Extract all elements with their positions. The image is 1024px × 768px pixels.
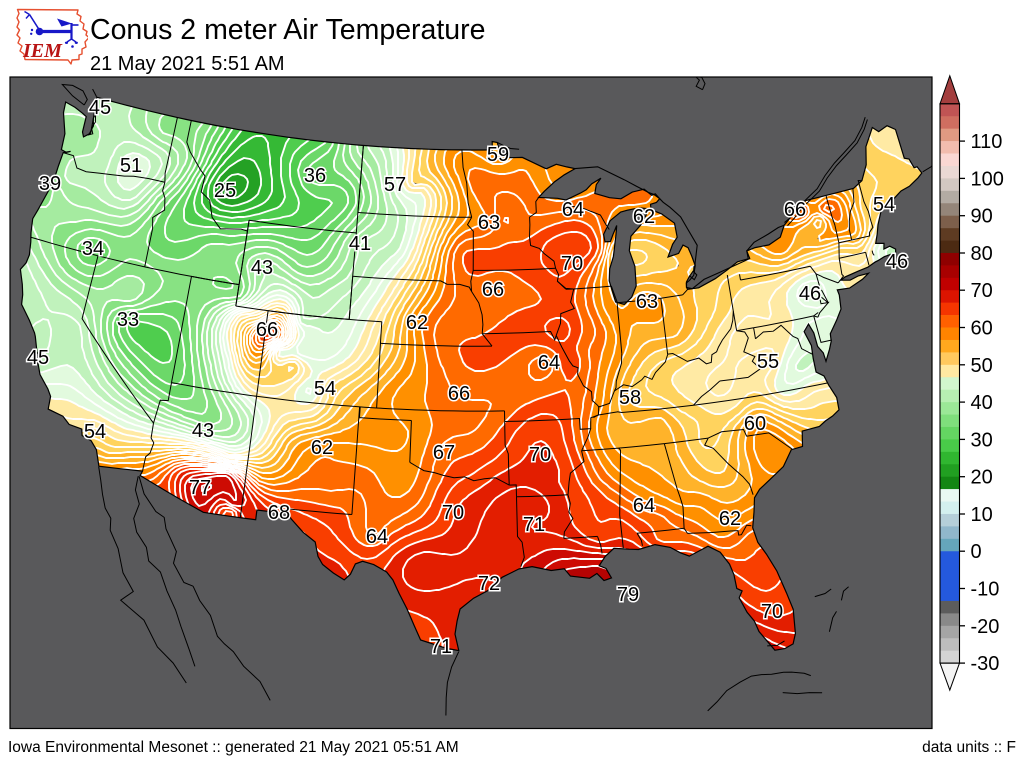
svg-text:-30: -30 [971,653,1000,675]
svg-text:55: 55 [757,351,779,373]
svg-text:41: 41 [349,233,371,255]
svg-text:79: 79 [617,584,639,606]
svg-text:data units :: F: data units :: F [922,739,1016,756]
svg-text:66: 66 [256,319,278,341]
svg-text:64: 64 [562,199,584,221]
svg-text:0: 0 [971,541,982,563]
svg-text:80: 80 [971,243,993,265]
svg-text:70: 70 [561,253,583,275]
svg-text:70: 70 [529,444,551,466]
svg-text:46: 46 [799,283,821,305]
svg-text:57: 57 [384,174,406,196]
svg-text:62: 62 [719,508,741,530]
svg-text:66: 66 [784,199,806,221]
svg-text:-20: -20 [971,616,1000,638]
svg-text:43: 43 [251,257,273,279]
svg-text:68: 68 [268,502,290,524]
svg-text:100: 100 [971,168,1004,190]
svg-text:66: 66 [482,279,504,301]
svg-text:62: 62 [406,312,428,334]
svg-text:71: 71 [523,514,545,536]
svg-text:54: 54 [314,378,336,400]
svg-text:67: 67 [433,442,455,464]
svg-text:45: 45 [27,347,49,369]
svg-text:64: 64 [538,352,560,374]
svg-text:70: 70 [971,280,993,302]
svg-text:33: 33 [117,309,139,331]
svg-text:50: 50 [971,355,993,377]
svg-text:60: 60 [744,413,766,435]
svg-text:63: 63 [636,291,658,313]
svg-text:43: 43 [192,420,214,442]
svg-text:66: 66 [448,383,470,405]
svg-text:30: 30 [971,429,993,451]
svg-text:72: 72 [478,573,500,595]
svg-text:Iowa Environmental Mesonet ::: Iowa Environmental Mesonet :: generated … [8,739,459,756]
svg-text:63: 63 [478,212,500,234]
svg-text:62: 62 [311,437,333,459]
svg-text:54: 54 [873,194,895,216]
svg-text:39: 39 [39,173,61,195]
svg-text:54: 54 [84,421,106,443]
svg-text:70: 70 [442,502,464,524]
svg-text:59: 59 [487,144,509,166]
svg-text:58: 58 [619,387,641,409]
svg-text:62: 62 [633,206,655,228]
svg-text:60: 60 [971,318,993,340]
svg-text:46: 46 [886,251,908,273]
svg-text:40: 40 [971,392,993,414]
svg-text:90: 90 [971,206,993,228]
svg-text:25: 25 [214,180,236,202]
svg-text:77: 77 [189,477,211,499]
svg-text:70: 70 [761,601,783,623]
svg-text:IEM: IEM [22,40,63,62]
svg-text:36: 36 [304,165,326,187]
svg-text:-10: -10 [971,579,1000,601]
svg-text:51: 51 [120,155,142,177]
svg-text:64: 64 [366,526,388,548]
svg-text:110: 110 [971,131,1003,153]
svg-text:64: 64 [633,495,655,517]
svg-text:20: 20 [971,467,993,489]
svg-text:71: 71 [430,636,452,658]
svg-text:45: 45 [89,97,111,119]
svg-text:10: 10 [971,504,993,526]
svg-text:34: 34 [82,238,104,260]
